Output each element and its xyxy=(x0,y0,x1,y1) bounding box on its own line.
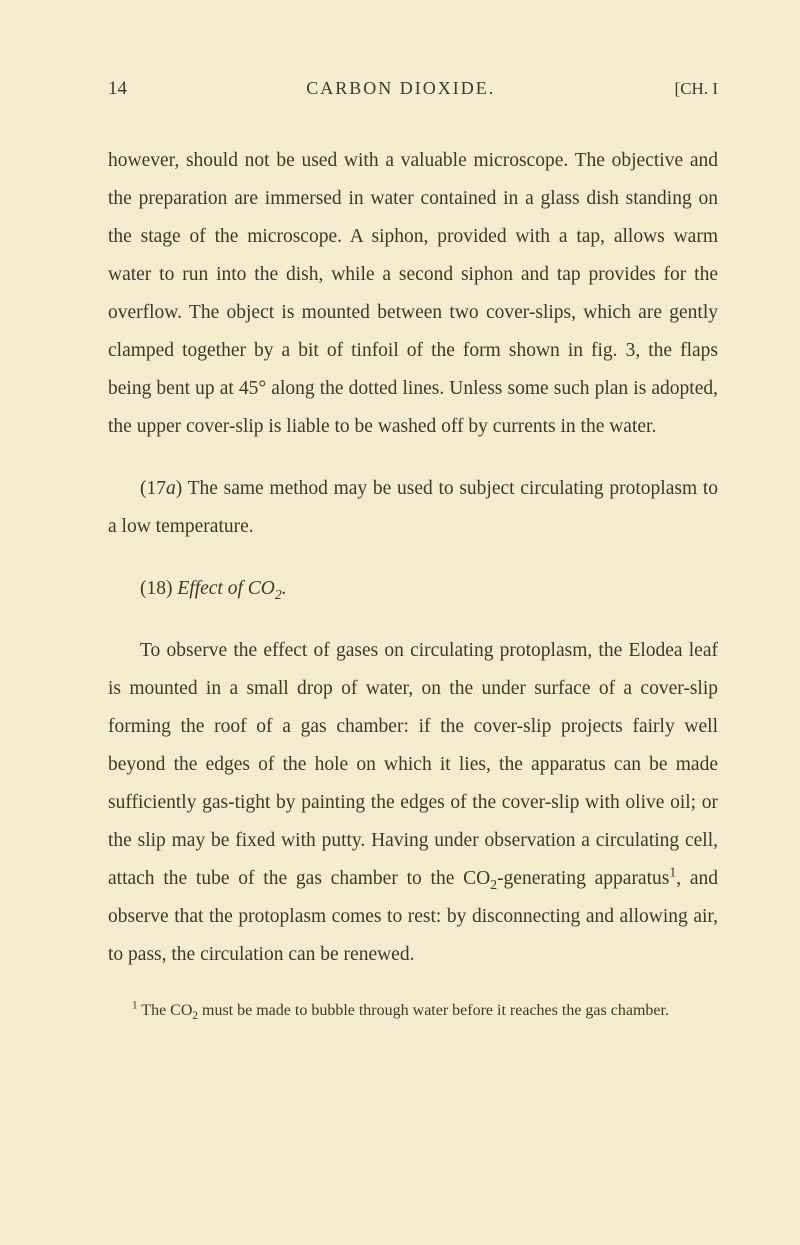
section-prefix: (18) xyxy=(140,578,177,599)
paragraph-2-suffix: ) The same method may be used to subject… xyxy=(108,478,718,537)
section-subscript: 2 xyxy=(275,587,282,602)
paragraph-2: (17a) The same method may be used to sub… xyxy=(108,470,718,546)
footnote-part1: The CO xyxy=(138,1002,193,1019)
page-number: 14 xyxy=(108,78,127,100)
footnote: 1 The CO2 must be made to bubble through… xyxy=(108,998,718,1024)
section-italic: Effect of CO2. xyxy=(177,578,286,599)
footnote-part2: must be made to bubble through water bef… xyxy=(198,1002,669,1019)
paragraph-2-italic: a xyxy=(166,478,176,499)
section-italic-part1: Effect of CO xyxy=(177,578,274,599)
header-row: 14 CARBON DIOXIDE. [CH. I xyxy=(108,78,718,100)
paragraph-1: however, should not be used with a valua… xyxy=(108,142,718,446)
paragraph-4-part1: To observe the effect of gases on circul… xyxy=(108,640,718,889)
section-heading: (18) Effect of CO2. xyxy=(108,570,718,608)
paragraph-4-part2: -generating apparatus xyxy=(497,868,669,889)
paragraph-1-text: however, should not be used with a valua… xyxy=(108,150,718,437)
paragraph-2-prefix: (17 xyxy=(140,478,166,499)
chapter-title: CARBON DIOXIDE. xyxy=(127,78,675,99)
page-container: 14 CARBON DIOXIDE. [CH. I however, shoul… xyxy=(108,78,718,1185)
section-suffix: . xyxy=(282,578,287,599)
paragraph-4: To observe the effect of gases on circul… xyxy=(108,632,718,974)
chapter-reference: [CH. I xyxy=(675,79,718,99)
